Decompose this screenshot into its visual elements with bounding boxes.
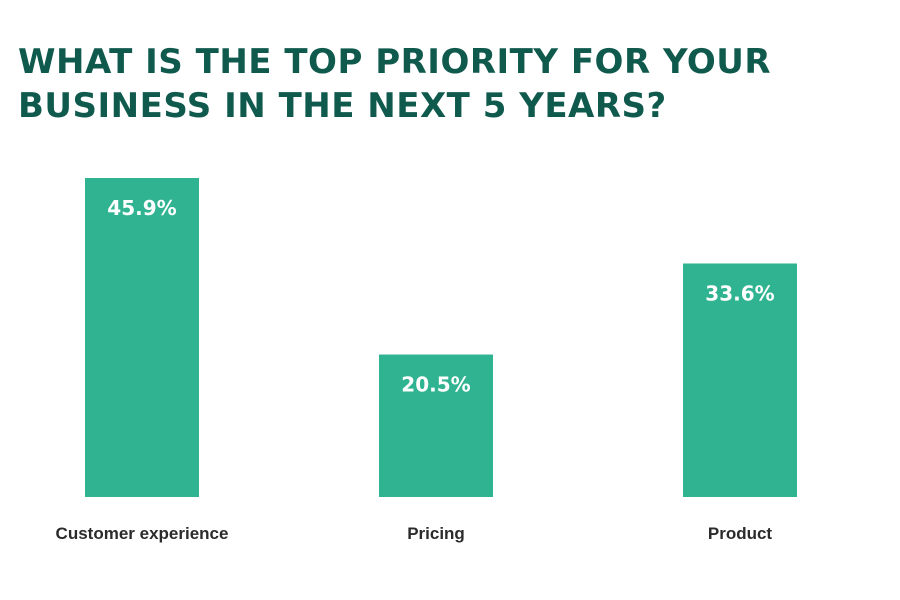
bar-customer-experience <box>85 178 199 497</box>
category-label-pricing: Pricing <box>407 524 465 543</box>
value-label-customer-experience: 45.9% <box>107 196 176 220</box>
chart-title-line-1: WHAT IS THE TOP PRIORITY FOR YOUR <box>18 42 772 82</box>
bar-pricing <box>379 354 493 497</box>
category-label-customer-experience: Customer experience <box>56 524 229 543</box>
bar-product <box>683 263 797 497</box>
chart-title: WHAT IS THE TOP PRIORITY FOR YOUR BUSINE… <box>18 40 878 128</box>
value-label-product: 33.6% <box>705 281 774 305</box>
category-label-product: Product <box>708 524 773 543</box>
chart-title-line-2: BUSINESS IN THE NEXT 5 YEARS? <box>18 86 667 126</box>
value-label-pricing: 20.5% <box>401 373 470 397</box>
